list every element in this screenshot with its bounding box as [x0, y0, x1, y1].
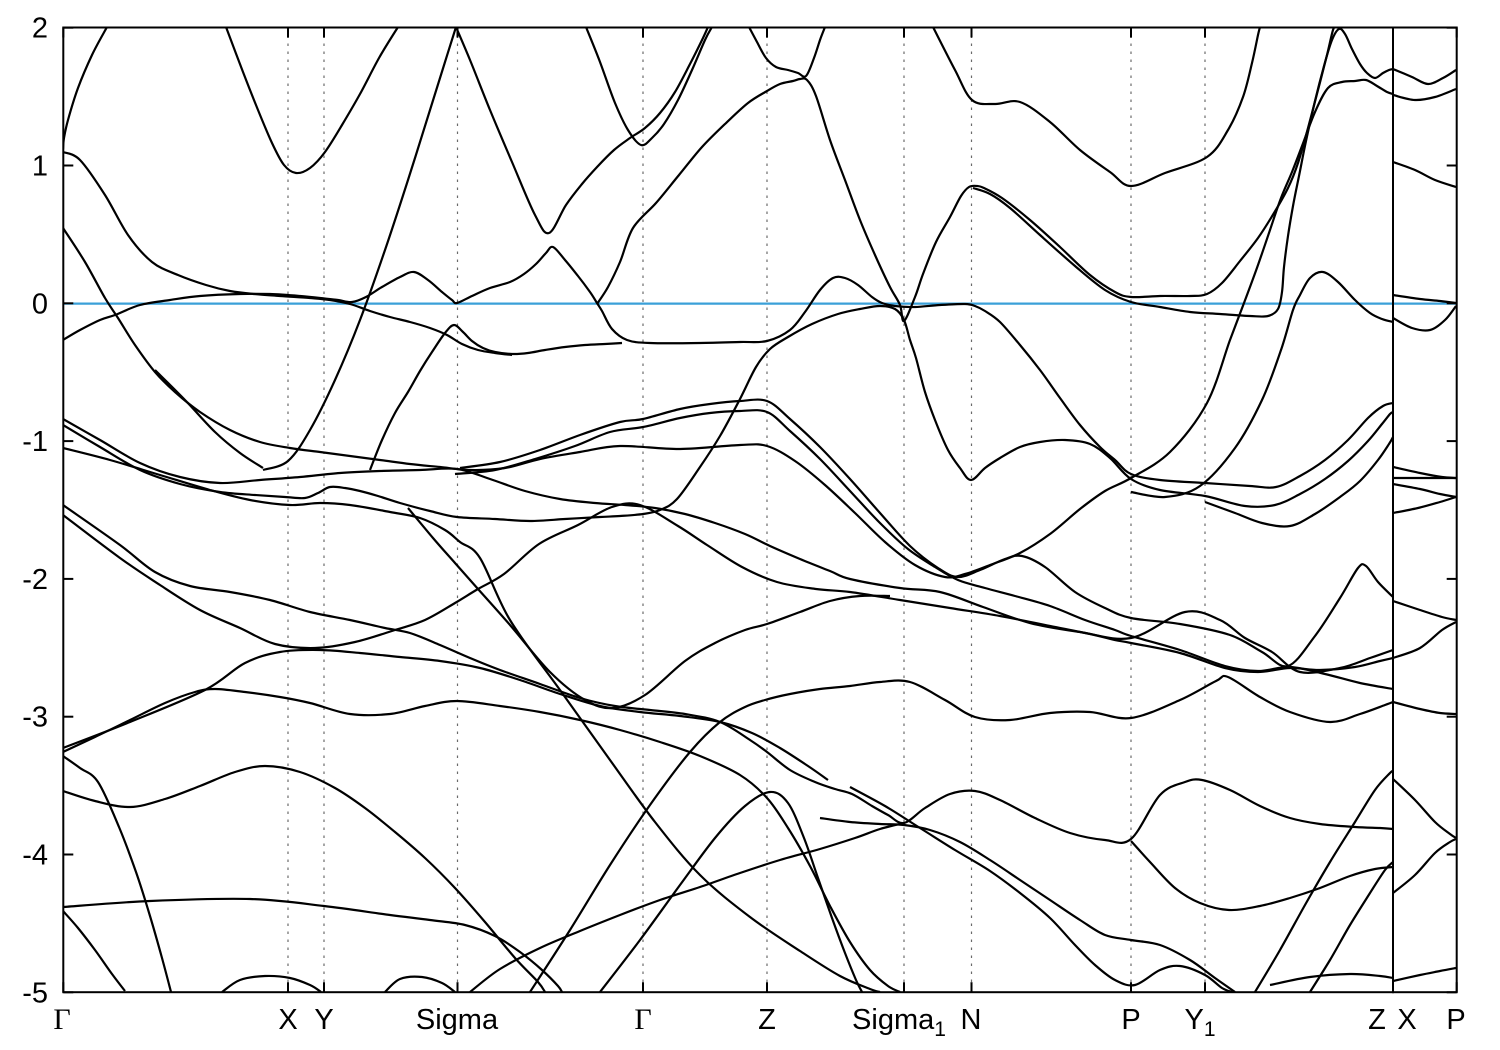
svg-text:1: 1 [32, 151, 48, 183]
svg-text:Sigma1: Sigma1 [852, 1004, 946, 1041]
svg-text:0: 0 [32, 288, 48, 320]
svg-text:-3: -3 [22, 702, 48, 734]
svg-text:Γ: Γ [53, 1003, 70, 1036]
svg-text:-5: -5 [22, 977, 48, 1009]
svg-text:Z: Z [758, 1004, 776, 1036]
svg-text:-4: -4 [22, 840, 48, 872]
svg-text:X: X [1397, 1004, 1416, 1036]
svg-text:P: P [1446, 1004, 1465, 1036]
svg-text:P: P [1121, 1004, 1140, 1036]
svg-text:Y: Y [314, 1004, 333, 1036]
svg-text:-2: -2 [22, 564, 48, 596]
svg-text:Γ: Γ [634, 1003, 651, 1036]
svg-text:Sigma: Sigma [416, 1004, 499, 1036]
svg-text:-1: -1 [22, 426, 48, 458]
svg-text:X: X [278, 1004, 297, 1036]
svg-text:2: 2 [32, 13, 48, 45]
svg-text:N: N [961, 1004, 982, 1036]
svg-text:Z: Z [1368, 1004, 1386, 1036]
